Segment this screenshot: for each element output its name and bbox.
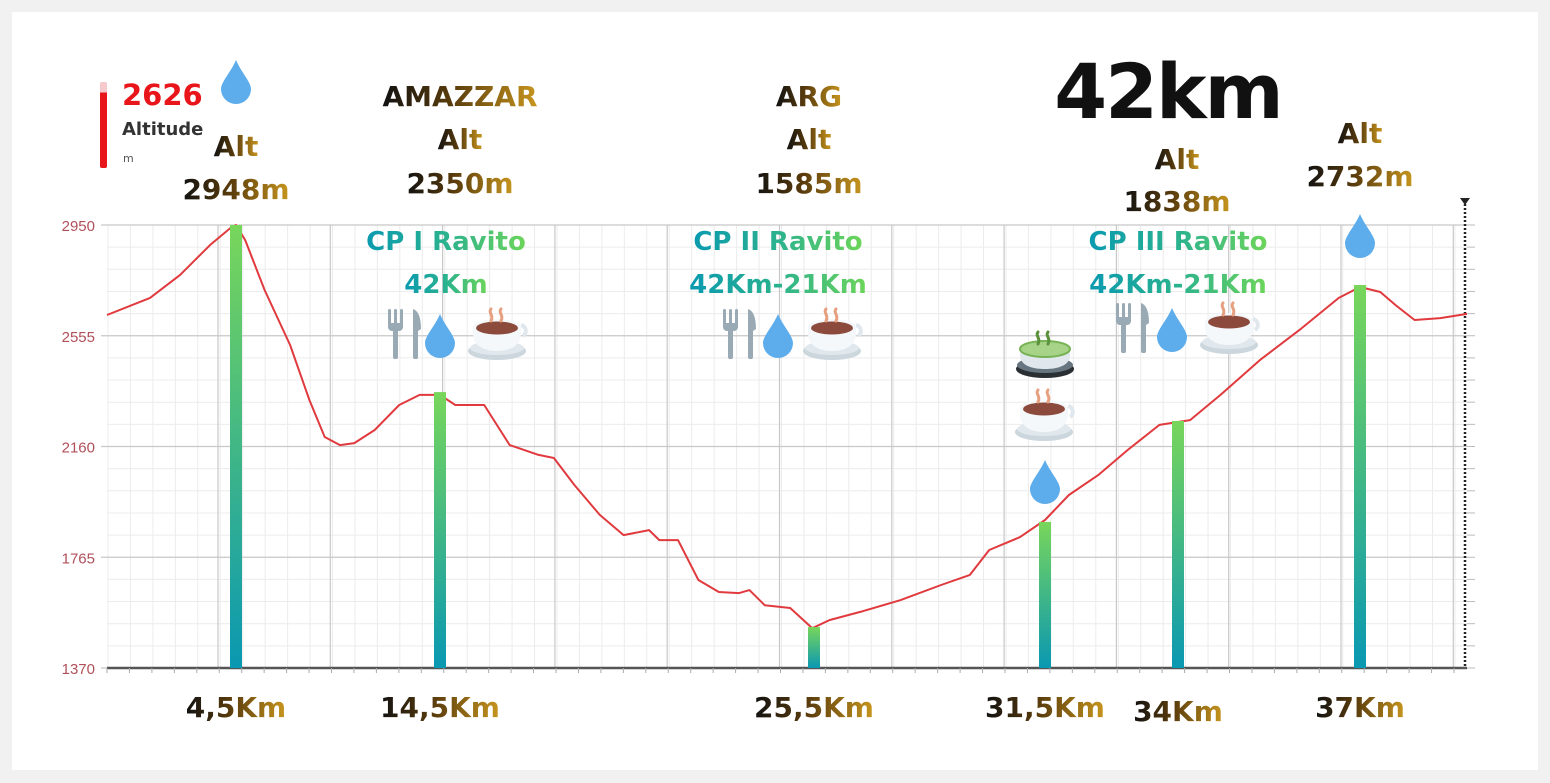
marker-bar — [1172, 420, 1184, 668]
checkpoint-distance: 42Km — [404, 270, 488, 300]
water-drop-icon — [1028, 458, 1062, 508]
marker-bar — [808, 627, 820, 668]
x-marker-label: 25,5Km — [754, 691, 874, 724]
alt-label: Alt — [213, 130, 259, 163]
y-tick-label: 2950 — [62, 218, 95, 235]
water-drop-icon — [1343, 212, 1377, 262]
checkpoint-distance: 42Km-21Km — [689, 270, 867, 300]
x-marker-label: 4,5Km — [185, 691, 287, 724]
altitude-legend-name: Altitude — [122, 119, 204, 140]
checkpoint-distance: 42Km-21Km — [1089, 270, 1267, 300]
alt-label: Alt — [1337, 117, 1383, 150]
elevation-chart: 2950 2555 2160 1765 1370 — [62, 198, 1475, 678]
hot-beverage-icon — [802, 303, 864, 365]
fork-knife-icon — [385, 307, 425, 363]
altitude-value: 1838m — [1123, 185, 1231, 218]
alt-label: Alt — [786, 123, 832, 156]
marker-bar — [1354, 285, 1366, 668]
location-name: ARG — [775, 80, 843, 113]
x-marker-label: 37Km — [1315, 691, 1405, 724]
altitude-value: 2350m — [406, 167, 514, 200]
water-drop-icon — [761, 312, 795, 362]
hot-beverage-icon — [1014, 384, 1076, 446]
altitude-legend-unit: m — [123, 152, 134, 165]
checkpoint-label: CP III Ravito — [1088, 227, 1268, 257]
marker-bar — [230, 225, 242, 668]
altitude-legend-bar — [100, 82, 107, 168]
checkpoint-label: CP II Ravito — [693, 227, 863, 257]
alt-label: Alt — [437, 123, 483, 156]
water-drop-icon — [1155, 306, 1189, 356]
y-tick-label: 2160 — [62, 440, 95, 457]
alt-label: Alt — [1154, 143, 1200, 176]
hot-beverage-icon — [467, 303, 529, 365]
race-distance-title: 42km — [1054, 47, 1283, 136]
elevation-profile-card: 2950 2555 2160 1765 1370 2626 Altitude m 42k… — [12, 12, 1538, 770]
water-drop-icon — [423, 312, 457, 362]
y-tick-label: 1370 — [62, 661, 95, 678]
water-drop-icon — [219, 58, 253, 108]
altitude-legend-value: 2626 — [122, 78, 203, 112]
altitude-value: 2732m — [1306, 160, 1414, 193]
fork-knife-icon — [1113, 301, 1153, 357]
y-tick-label: 2555 — [62, 329, 95, 346]
finish-marker-icon — [1460, 198, 1470, 205]
marker-bar — [1039, 521, 1051, 668]
fork-knife-icon — [720, 307, 760, 363]
altitude-value: 1585m — [755, 167, 863, 200]
x-marker-label: 14,5Km — [380, 691, 500, 724]
x-marker-label: 31,5Km — [985, 691, 1105, 724]
y-tick-label: 1765 — [62, 550, 95, 567]
x-marker-label: 34Km — [1133, 695, 1223, 728]
elevation-profile-line — [106, 224, 1468, 630]
hot-beverage-icon — [1199, 297, 1261, 359]
matcha-tea-icon — [1014, 329, 1076, 385]
marker-bar — [434, 392, 446, 668]
checkpoint-label: CP I Ravito — [366, 227, 526, 257]
location-name: AMAZZAR — [382, 80, 538, 113]
altitude-value: 2948m — [182, 173, 290, 206]
